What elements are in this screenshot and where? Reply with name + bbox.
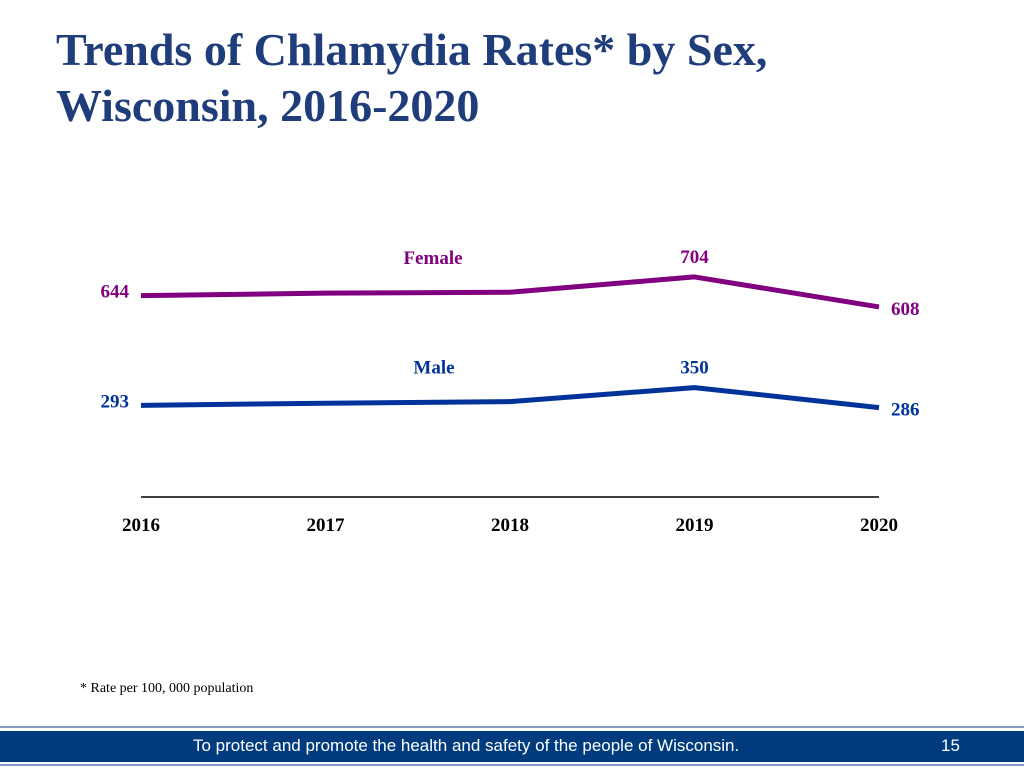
data-label-male-2016: 293 [101, 391, 130, 412]
footer-bar [0, 731, 1024, 762]
data-label-male-2019: 350 [680, 358, 709, 379]
footer-text: To protect and promote the health and sa… [193, 736, 740, 755]
title-line-2: Wisconsin, 2016-2020 [56, 80, 480, 131]
series-name-label-male: Male [413, 358, 454, 379]
data-label-female-2019: 704 [680, 247, 709, 268]
page-number: 15 [941, 736, 960, 755]
data-label-female-2016: 644 [101, 282, 130, 303]
series-name-label-female: Female [403, 248, 462, 269]
title-line-1: Trends of Chlamydia Rates* by Sex, [56, 24, 768, 75]
line-chart: 2016 2017 2018 2019 2020 Female 644 704 608 Male 2… [101, 247, 920, 536]
x-tick-label-2019: 2019 [676, 515, 714, 536]
page-title: Trends of Chlamydia Rates* by Sex, Wisco… [56, 22, 956, 134]
footer: To protect and promote the health and sa… [0, 724, 1024, 768]
footer-rule-top [0, 726, 1024, 728]
series-line-male [140, 385, 880, 411]
x-tick-label-2020: 2020 [860, 515, 898, 536]
series-line-female [140, 274, 880, 310]
data-label-male-2020: 286 [891, 400, 920, 421]
footnote: * Rate per 100, 000 population [80, 681, 254, 696]
x-tick-label-2018: 2018 [491, 515, 529, 536]
data-label-female-2020: 608 [891, 299, 920, 320]
x-tick-label-2017: 2017 [307, 515, 346, 536]
x-tick-label-2016: 2016 [122, 515, 160, 536]
footer-rule-bottom [0, 764, 1024, 766]
